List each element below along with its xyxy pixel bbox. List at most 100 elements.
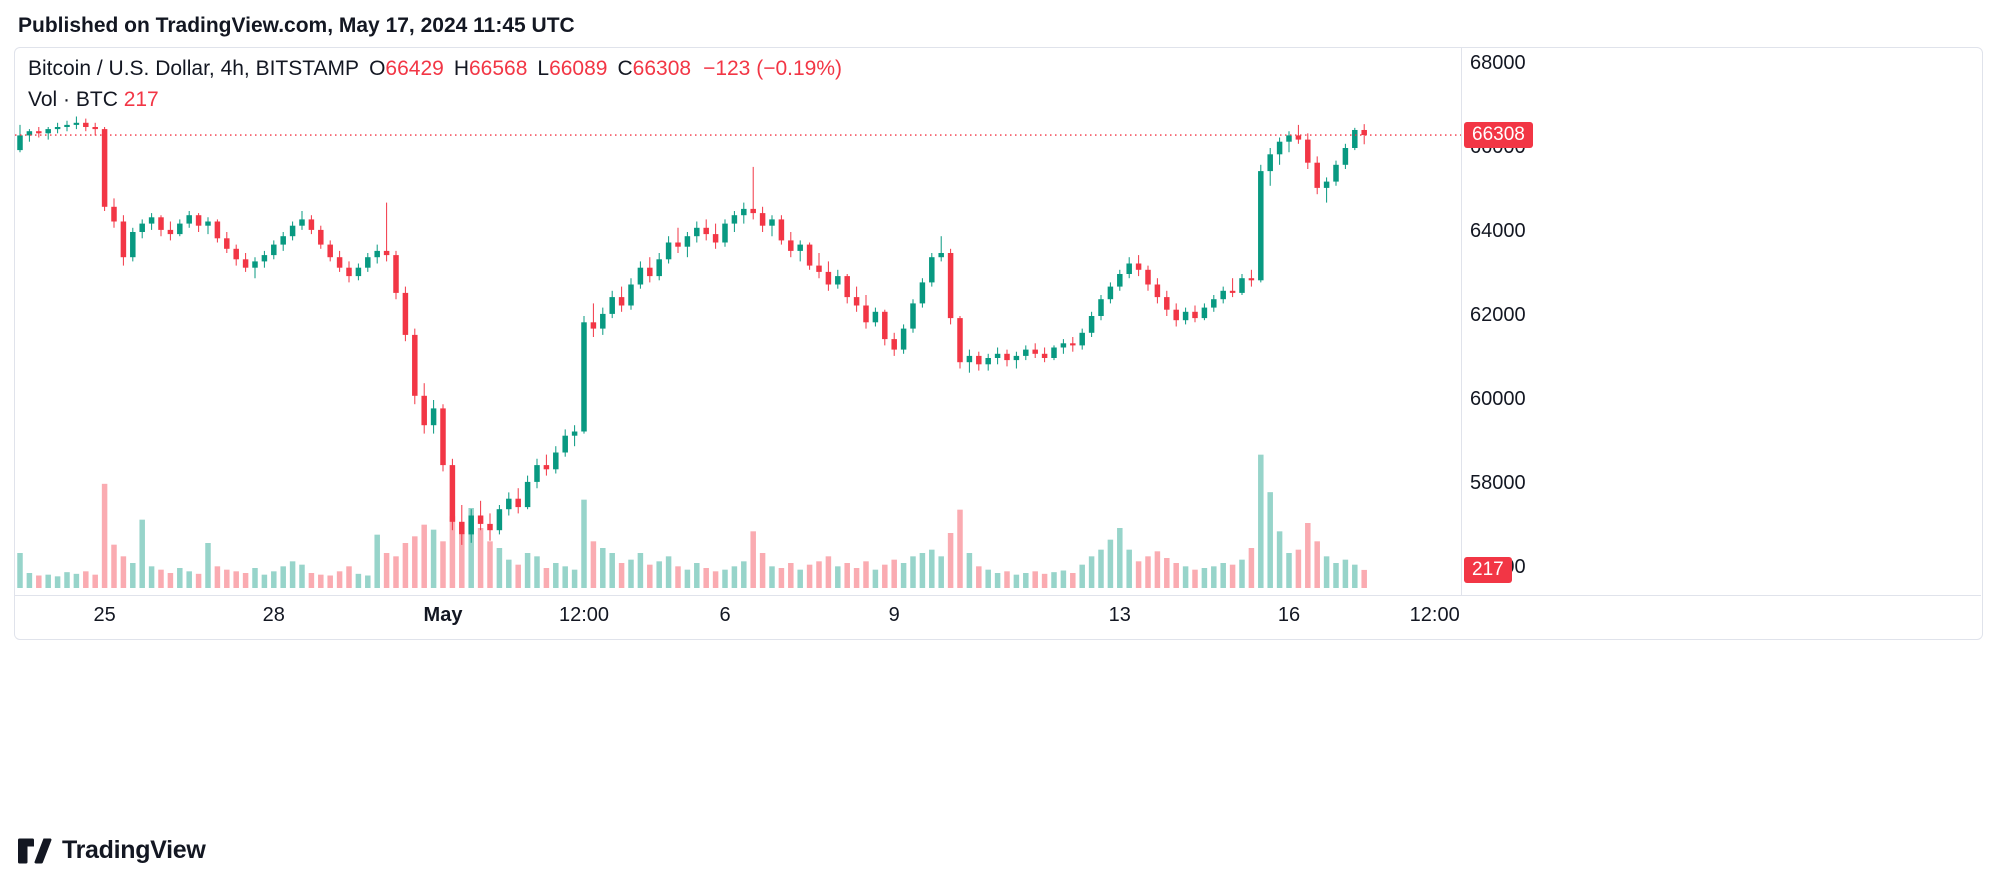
volume-bar [449,516,456,588]
ohlc-high: H66568 [453,57,528,80]
volume-bar [393,556,399,588]
volume-bar [872,569,879,588]
candle-body [947,253,954,319]
candle-body [1079,332,1085,346]
candle-body [891,339,897,350]
candle-body [1023,349,1029,356]
volume-bar [778,568,785,588]
candle-body [477,515,484,524]
ohlc-open: O66429 [369,57,444,80]
volume-bar [383,553,390,588]
candle-body [214,221,221,239]
volume-bar [1051,572,1057,588]
volume-bar [600,548,606,588]
volume-bar [788,563,794,588]
candle-body [92,127,98,130]
volume-bar [1154,551,1161,588]
candle-body [872,311,879,323]
volume-label[interactable]: Vol · BTC [28,88,118,111]
candle-body [1295,135,1302,140]
candle-body [299,219,305,226]
volume-bar [1276,531,1283,588]
candle-body [271,244,277,256]
candle-body [562,435,568,453]
volume-bar [1239,559,1245,588]
candle-body [365,257,371,268]
time-axis-label: 9 [888,604,900,626]
candle-body [148,217,155,224]
symbol-title[interactable]: Bitcoin / U.S. Dollar, 4h, BITSTAMP [28,57,360,80]
volume-bar [336,571,343,588]
volume-legend-row: Vol · BTC 217 [28,88,842,112]
candle-body [985,358,991,365]
volume-bar [496,548,503,588]
candle-body [957,318,963,363]
candle-body [1333,164,1339,182]
volume-bar [139,519,145,588]
candle-body [656,259,662,277]
volume-bar [308,573,315,588]
candle-body [1126,263,1132,274]
candle-body [769,219,775,226]
volume-bar [769,566,775,588]
volume-bar [205,543,211,588]
candle-body [731,215,738,224]
candle-body [224,238,230,249]
volume-bar [900,563,907,588]
candle-body [242,259,249,268]
candle-body [17,135,23,151]
candle-body [1032,349,1038,354]
candle-body [703,227,709,235]
volume-bar [994,573,1001,588]
volume-bar [656,561,662,588]
candle-body [665,242,672,260]
volume-bar [609,553,615,588]
candle-body [327,244,333,258]
volume-bar [195,573,202,588]
candle-body [1192,311,1198,319]
candle-body [750,208,756,214]
volume-bar [1267,492,1273,588]
candle-body [1361,129,1367,136]
candle-body [402,292,409,335]
candle-body [45,129,51,134]
candle-body [167,229,174,235]
candle-body [26,131,33,136]
tradingview-logo-icon[interactable] [18,838,52,864]
candle-body [1004,353,1010,361]
volume-bar [741,561,747,588]
volume-bar [1070,573,1076,588]
candle-body [64,124,70,127]
published-header: Published on TradingView.com, May 17, 20… [18,14,575,37]
volume-bar [459,534,465,588]
volume-bar [487,541,493,588]
volume-bar [1004,571,1010,588]
time-axis-label: 13 [1108,604,1131,626]
candle-body [412,334,418,396]
volume-bar [816,561,822,588]
candle-body [280,236,286,245]
candle-body [139,223,145,232]
time-axis-label: 6 [719,604,731,626]
volume-bar [524,553,531,588]
time-axis-label: 28 [262,604,285,626]
volume-bar [440,541,446,588]
candle-body [459,521,465,535]
volume-bar [825,556,832,588]
tradingview-wordmark[interactable]: TradingView [62,836,206,864]
time-axis-label: 16 [1277,604,1301,626]
candle-body [289,225,296,237]
volume-bar [976,566,982,588]
candle-body [336,257,343,268]
volume-bar [280,566,286,588]
candle-body [816,265,822,272]
candle-body [1211,299,1217,308]
candle-body [1088,316,1095,333]
volume-bar [421,524,427,588]
volume-bar [477,528,484,588]
volume-bar [318,574,324,588]
candle-body [976,355,982,365]
price-axis-label: 64000 [1470,220,1526,242]
